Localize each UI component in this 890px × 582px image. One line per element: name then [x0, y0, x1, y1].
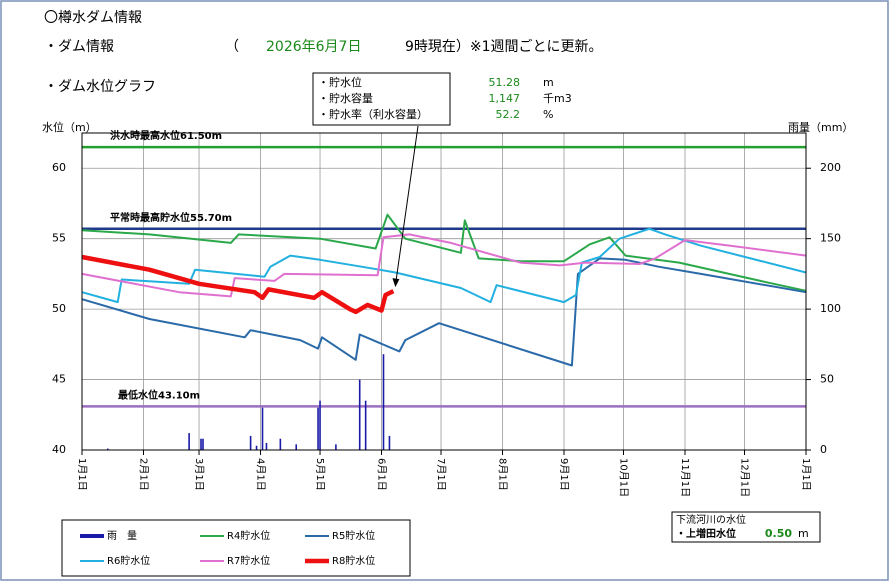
- rain-bar: [317, 407, 319, 450]
- series-line: [81, 233, 807, 298]
- x-tick-label: 7月1日: [435, 458, 447, 491]
- y-axis-label: 水位（m）: [42, 120, 97, 134]
- rain-bar: [295, 444, 298, 450]
- rain-bar: [188, 433, 190, 450]
- section: ・ダム情報: [44, 39, 114, 55]
- pointer-arrow: [394, 125, 419, 286]
- info-unit: %: [543, 108, 553, 121]
- river-box: [671, 511, 821, 543]
- reference-label: 最低水位43.10m: [118, 388, 200, 401]
- legend-label: R4貯水位: [227, 529, 270, 542]
- x-tick-label: 3月1日: [193, 458, 205, 491]
- x-tick-label: 4月1日: [255, 458, 267, 491]
- time-note: 9時現在）※1週間ごとに更新。: [405, 39, 603, 55]
- date: 2026年6月7日: [266, 39, 361, 55]
- legend-label: R7貯水位: [227, 554, 270, 567]
- paren: （: [225, 39, 239, 55]
- y2-tick-label: 150: [820, 232, 841, 245]
- info-unit: 千m3: [543, 92, 572, 105]
- y-tick-label: 40: [52, 443, 66, 456]
- legend-label: R8貯水位: [332, 554, 375, 567]
- river-unit: m: [798, 527, 809, 540]
- river-label: ・上増田水位: [676, 527, 736, 540]
- info-label: ・貯水容量: [318, 91, 373, 105]
- title: 〇樽水ダム情報: [44, 9, 142, 26]
- rain-bar: [382, 354, 385, 450]
- x-tick-label: 8月1日: [497, 458, 509, 491]
- series-line: [81, 213, 807, 292]
- rain-bar: [106, 448, 109, 450]
- x-tick-label: 10月1日: [618, 458, 630, 497]
- info-unit: m: [543, 76, 554, 89]
- y2-tick-label: 100: [820, 302, 841, 315]
- x-tick-label: 9月1日: [558, 458, 570, 491]
- reference-label: 洪水時最高水位61.50m: [110, 129, 222, 142]
- y-tick-label: 50: [52, 302, 66, 315]
- rain-bar: [255, 445, 258, 450]
- x-tick-label: 1月1日: [76, 458, 88, 491]
- rain-bar: [319, 400, 321, 450]
- x-tick-label: 11月1日: [679, 458, 691, 497]
- plot-area: [82, 133, 806, 450]
- x-tick-label: 2月1日: [137, 458, 149, 491]
- info-value: 1,147: [489, 92, 521, 105]
- info-label: ・貯水位: [318, 75, 362, 89]
- x-tick-label: 6月1日: [376, 458, 388, 491]
- rain-bar: [200, 438, 202, 450]
- legend-label: R6貯水位: [107, 554, 150, 567]
- rain-bar: [265, 442, 268, 450]
- rain-bar: [335, 444, 337, 450]
- rain-bar: [202, 438, 204, 450]
- reference-label: 平常時最高貯水位55.70m: [110, 211, 232, 224]
- river-value: 0.50: [765, 527, 792, 540]
- legend-box: [61, 519, 411, 577]
- y2-tick-label: 200: [820, 161, 841, 174]
- x-tick-label: 1月1日: [800, 458, 812, 491]
- info-label: ・貯水率（利水容量）: [318, 107, 428, 121]
- info-value: 52.2: [496, 108, 521, 121]
- arrow-head: [392, 278, 400, 288]
- rain-bar: [261, 407, 264, 450]
- plot-frame: [81, 132, 807, 451]
- rain-bar: [249, 435, 252, 450]
- y2-tick-label: 50: [820, 373, 834, 386]
- y-tick-label: 55: [52, 232, 66, 245]
- y2-axis-label: 雨量（mm）: [788, 121, 853, 134]
- legend-label: 雨 量: [107, 530, 137, 542]
- legend-label: R5貯水位: [332, 529, 375, 542]
- info-value: 51.28: [489, 76, 521, 89]
- x-tick-label: 12月1日: [739, 458, 751, 497]
- rain-bar: [358, 379, 361, 450]
- y2-tick-label: 0: [820, 443, 827, 456]
- rain-bar: [388, 435, 391, 450]
- river-title: 下流河川の水位: [676, 513, 746, 526]
- x-tick-label: 5月1日: [314, 458, 326, 491]
- info-box: [312, 72, 451, 126]
- series-line: [81, 257, 807, 367]
- series-line: [81, 227, 807, 304]
- rain-bar: [364, 400, 367, 450]
- y-tick-label: 45: [52, 373, 66, 386]
- rain-bar: [279, 438, 282, 450]
- section: ・ダム水位グラフ: [44, 79, 156, 95]
- y-tick-label: 60: [52, 161, 66, 174]
- series-line: [81, 254, 395, 315]
